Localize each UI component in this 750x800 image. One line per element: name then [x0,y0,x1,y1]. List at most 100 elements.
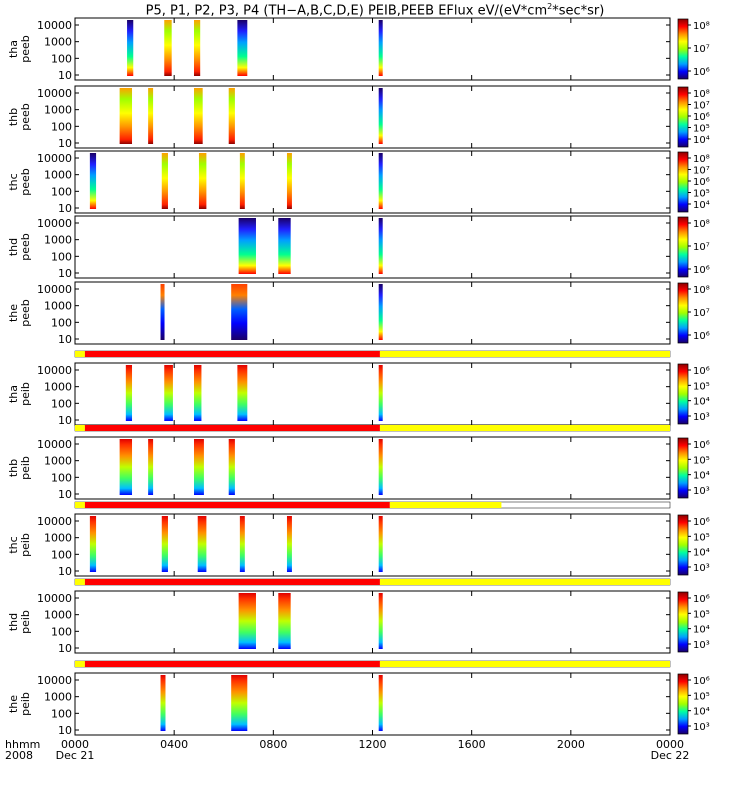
color-bar-tick-label: 10⁷ [693,101,710,112]
panel-probe-label: thb [7,459,20,477]
panel-thd-peeb: 10 100 1000 10000 thd peeb 10⁶ 10⁷ 10⁸ [7,215,710,280]
color-bar-tick-label: 10⁶ [693,67,710,78]
mode-segment-fast [84,579,380,585]
mode-segment-slow [379,579,670,585]
panel-probe-label: thc [7,536,20,553]
color-bar [677,673,689,735]
x-date-label: Dec 21 [56,749,95,762]
panel-instrument-label: peib [19,692,32,716]
color-bar [677,151,689,213]
color-bar-tick-label: 10⁴ [693,471,710,482]
x-tick-label: 1600 [458,738,486,751]
y-tick-label: 10 [58,724,72,737]
y-tick-label: 10 [58,333,72,346]
panel-instrument-label: peib [19,533,32,557]
chart-title: P5, P1, P2, P3, P4 (TH−A,B,C,D,E) PEIB,P… [145,2,605,19]
x-tick-label: 0800 [259,738,287,751]
color-bar-tick-label: 10⁸ [693,89,710,100]
color-bar-tick-label: 10⁸ [693,285,710,296]
spectrogram-burst [161,516,168,572]
panel-instrument-label: peeb [19,35,32,63]
color-bar-tick-label: 10⁴ [693,200,710,211]
panel-frame [74,436,671,500]
panel-tha-peib: 10 100 1000 10000 tha peib 10³ 10⁴ 10⁵ 10⁶ [7,350,710,427]
panel-probe-label: the [7,695,20,713]
y-tick-label: 100 [51,397,72,410]
spectrogram-burst [148,439,154,495]
mode-segment-slow [75,579,85,585]
panel-frame [74,85,671,149]
panel-probe-label: thb [7,108,20,126]
y-tick-label: 100 [51,185,72,198]
mode-segment-slow [379,661,670,667]
y-tick-label: 1000 [44,381,72,394]
panel-instrument-label: peib [19,382,32,406]
y-tick-label: 10000 [37,217,72,230]
mode-segment-fast [84,425,380,431]
spectrogram-burst [160,284,165,340]
y-tick-label: 10 [58,565,72,578]
x-tick-label: 0000 [656,738,684,751]
color-bar-tick-label: 10⁶ [693,676,710,687]
panel-frame [74,590,671,654]
color-bar-tick-label: 10⁶ [693,366,710,377]
color-bar [677,363,689,425]
spectrogram-burst [238,218,256,274]
spectrogram-burst [119,88,133,144]
x-tick-label: 0000 [61,738,89,751]
panel-thc-peib: 10 100 1000 10000 thc peib 10³ 10⁴ 10⁵ 10⁶ [7,501,710,578]
y-tick-label: 1000 [44,234,72,247]
color-bar [677,216,689,278]
mode-segment-slow [389,502,502,508]
y-tick-label: 1000 [44,609,72,622]
y-tick-label: 10 [58,69,72,82]
spectrogram-burst [127,20,134,76]
panel-the-peeb: 10 100 1000 10000 the peeb 10⁶ 10⁷ 10⁸ [7,281,710,346]
spectrogram-burst [228,439,235,495]
panel-thd-peib: 10 100 1000 10000 thd peib 10³ 10⁴ 10⁵ 10⁶ [7,578,710,655]
mode-segment-fast [84,351,380,357]
y-tick-label: 10 [58,267,72,280]
spectrogram-burst [89,516,97,572]
mode-segment-slow [379,425,670,431]
color-bar-tick-label: 10⁸ [693,21,710,32]
panel-frame [74,215,671,279]
color-bar-tick-label: 10³ [693,486,710,497]
spectrogram-burst [164,20,172,76]
spectrogram-burst [231,675,248,731]
spectrogram-burst [161,153,168,209]
color-bar-tick-label: 10³ [693,722,710,733]
color-bar-tick-label: 10⁶ [693,112,710,123]
color-bar-tick-label: 10⁷ [693,166,710,177]
spectrogram-burst [160,675,166,731]
spectrogram-burst [125,365,133,421]
panel-probe-label: thc [7,173,20,190]
x-axis-label: hhmm [5,738,40,751]
color-bar-tick-label: 10⁴ [693,548,710,559]
spectrogram-burst [164,365,173,421]
color-bar-tick-label: 10⁶ [693,517,710,528]
color-bar-tick-label: 10⁸ [693,219,710,230]
color-bar-tick-label: 10⁵ [693,381,710,392]
y-tick-label: 100 [51,250,72,263]
color-bar-tick-label: 10⁵ [693,455,710,466]
y-tick-label: 100 [51,52,72,65]
panel-instrument-label: peeb [19,103,32,131]
y-tick-label: 10 [58,414,72,427]
mode-segment-slow [379,351,670,357]
y-tick-label: 1000 [44,691,72,704]
color-bar-tick-label: 10⁵ [693,609,710,620]
color-bar-tick-label: 10⁴ [693,707,710,718]
spectrogram-burst [239,153,245,209]
y-tick-label: 100 [51,548,72,561]
x-tick-label: 0400 [160,738,188,751]
panel-instrument-label: peeb [19,299,32,327]
y-tick-label: 10 [58,137,72,150]
color-bar [677,437,689,499]
spectrogram-burst [286,516,292,572]
panel-probe-label: the [7,304,20,322]
color-bar [677,86,689,148]
y-tick-label: 10000 [37,87,72,100]
color-bar-tick-label: 10⁷ [693,308,710,319]
